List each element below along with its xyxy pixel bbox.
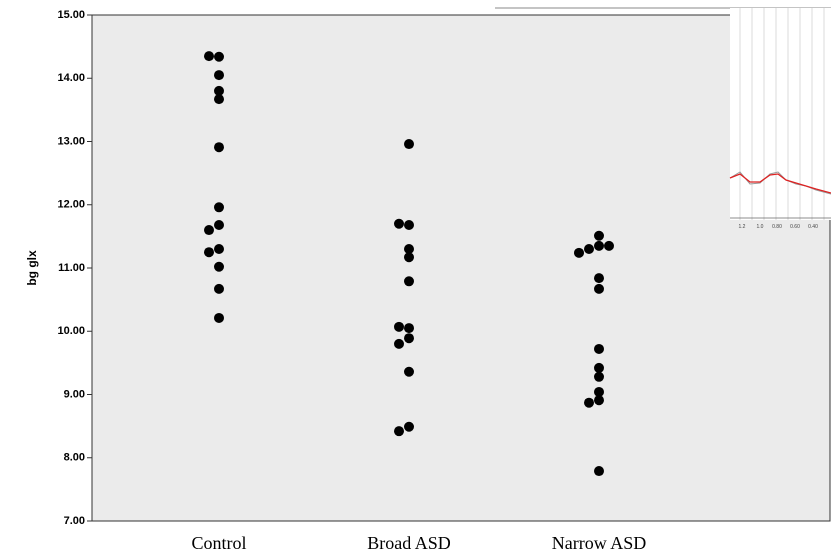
inset-tick-label: 1.0: [757, 224, 764, 230]
y-tick-label: 13.00: [57, 135, 85, 147]
point: [214, 70, 224, 80]
y-tick-label: 10.00: [57, 325, 85, 337]
y-tick-label: 8.00: [64, 452, 85, 464]
point: [604, 241, 614, 251]
y-tick-label: 7.00: [64, 515, 85, 527]
point: [394, 219, 404, 229]
inset-tick-label: 0.60: [790, 224, 800, 230]
point: [584, 398, 594, 408]
chart: bg glx 1.2 1.0 0.80 0.60 0.40 7.00 8.00 9.…: [0, 0, 831, 556]
inset-background: [730, 8, 831, 220]
y-axis-label: bg glx: [25, 250, 39, 286]
point: [594, 241, 604, 251]
point: [584, 244, 594, 254]
point: [214, 244, 224, 254]
point: [204, 51, 214, 61]
point: [214, 220, 224, 230]
point: [404, 333, 414, 343]
point: [214, 142, 224, 152]
point: [214, 284, 224, 294]
y-tick-label: 14.00: [57, 72, 85, 84]
point: [394, 426, 404, 436]
point: [404, 422, 414, 432]
point: [404, 139, 414, 149]
y-tick-label: 11.00: [58, 262, 85, 274]
x-tick-label: Narrow ASD: [552, 533, 647, 553]
x-tick-label: Broad ASD: [367, 533, 451, 553]
y-tick-label: 9.00: [64, 388, 85, 400]
point: [214, 202, 224, 212]
y-tick-label: 12.00: [57, 199, 85, 211]
point: [574, 248, 584, 258]
inset-tick-label: 0.40: [808, 224, 818, 230]
point: [214, 52, 224, 62]
point: [204, 225, 214, 235]
point: [594, 344, 604, 354]
point: [404, 323, 414, 333]
point: [404, 367, 414, 377]
x-tick-label: Control: [191, 533, 246, 553]
point: [404, 252, 414, 262]
point: [594, 284, 604, 294]
point: [594, 466, 604, 476]
y-tick-label: 15.00: [57, 9, 85, 21]
point: [394, 339, 404, 349]
point: [594, 231, 604, 241]
point: [594, 372, 604, 382]
point: [394, 322, 404, 332]
point: [214, 313, 224, 323]
point: [404, 220, 414, 230]
inset-tick-label: 1.2: [739, 224, 746, 230]
point: [214, 262, 224, 272]
point: [214, 94, 224, 104]
point: [404, 276, 414, 286]
plot-area: [92, 15, 830, 521]
inset-tick-label: 0.80: [772, 224, 782, 230]
point: [594, 363, 604, 373]
point: [204, 247, 214, 257]
point: [594, 273, 604, 283]
point: [594, 395, 604, 405]
